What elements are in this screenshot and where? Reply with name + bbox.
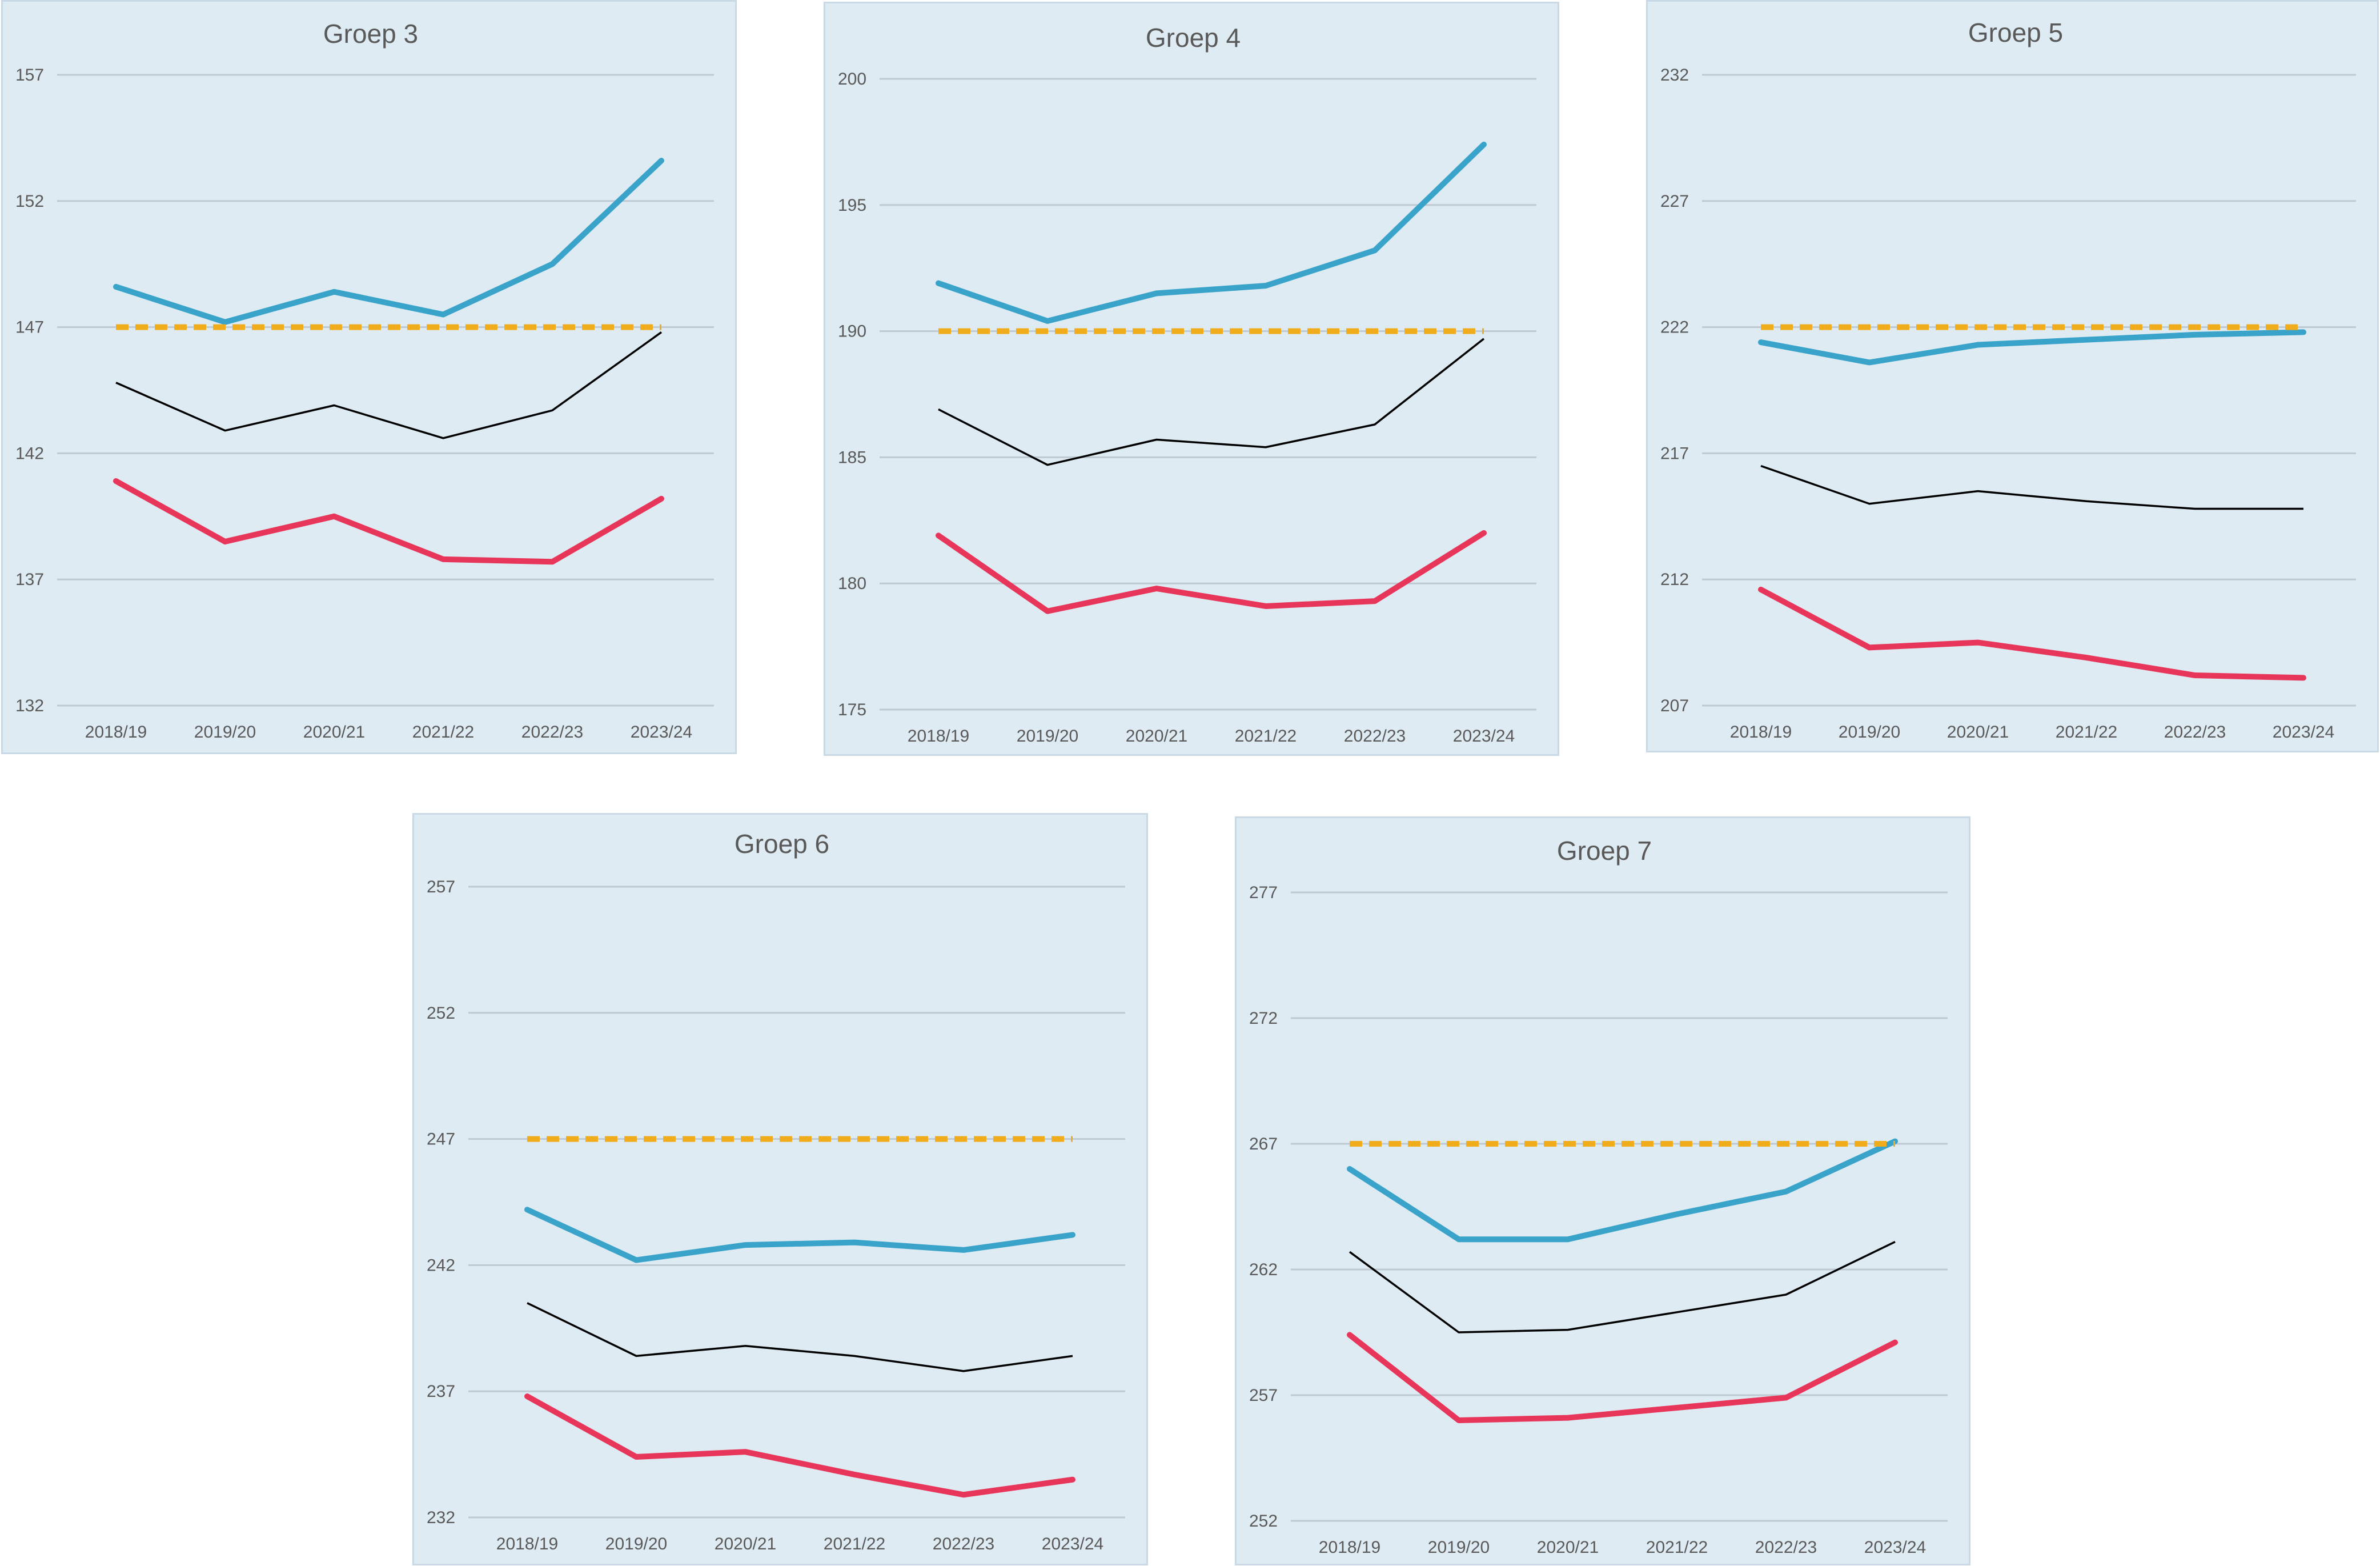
x-tick-label: 2018/19 bbox=[85, 723, 147, 742]
y-tick-label: 132 bbox=[15, 696, 44, 715]
chart-panel-groep-3: Groep 3 132 137 142 147 152 157 2018/19 2019/20 2… bbox=[1, 0, 737, 754]
y-tick-label: 242 bbox=[427, 1256, 455, 1275]
chart-groep-7: Groep 7 252 257 262 267 272 277 2018/19 2019/20 2… bbox=[1249, 836, 1948, 1557]
x-tick-label: 2021/22 bbox=[824, 1535, 885, 1553]
x-tick-label: 2022/23 bbox=[2164, 723, 2226, 742]
series-line-zwart bbox=[1760, 464, 2303, 510]
chart-panel-groep-5: Groep 5 207 212 217 222 227 232 2018/19 2019/20 2… bbox=[1646, 0, 2379, 752]
y-tick-label: 257 bbox=[427, 878, 455, 896]
series-line-rood bbox=[1347, 1332, 1898, 1423]
x-tick-label: 2023/24 bbox=[1042, 1535, 1103, 1553]
series-line-rood bbox=[524, 1393, 1075, 1498]
y-tick-label: 217 bbox=[1660, 444, 1689, 463]
y-tick-label: 137 bbox=[15, 570, 44, 589]
series-line-blauw bbox=[1347, 1138, 1898, 1243]
series-line-zwart bbox=[1348, 1241, 1896, 1333]
y-tick-label: 262 bbox=[1249, 1260, 1278, 1279]
series-line-blauw bbox=[936, 141, 1487, 324]
x-tick-label: 2020/21 bbox=[715, 1535, 776, 1553]
x-tick-label: 2020/21 bbox=[303, 723, 365, 742]
chart-panel-groep-4: Groep 4 175 180 185 190 195 200 2018/19 2019/20 2… bbox=[824, 2, 1559, 756]
chart-title: Groep 6 bbox=[735, 829, 829, 859]
x-tick-label: 2019/20 bbox=[1017, 727, 1078, 746]
x-tick-label: 2019/20 bbox=[1428, 1538, 1490, 1557]
x-tick-label: 2018/19 bbox=[908, 727, 969, 746]
y-tick-label: 185 bbox=[838, 448, 866, 467]
y-tick-label: 227 bbox=[1660, 192, 1689, 211]
x-tick-label: 2021/22 bbox=[1235, 727, 1297, 746]
series-line-blauw bbox=[113, 158, 664, 325]
x-tick-label: 2022/23 bbox=[1344, 727, 1406, 746]
chart-groep-6: Groep 6 232 237 242 247 252 257 2018/19 2019/20 2… bbox=[427, 829, 1125, 1553]
x-tick-label: 2020/21 bbox=[1537, 1538, 1599, 1557]
y-tick-label: 142 bbox=[15, 444, 44, 463]
series-line-blauw bbox=[1758, 329, 2306, 366]
chart-panel-groep-7: Groep 7 252 257 262 267 272 277 2018/19 2019/20 2… bbox=[1235, 816, 1970, 1565]
y-tick-label: 207 bbox=[1660, 696, 1689, 715]
y-tick-label: 222 bbox=[1660, 318, 1689, 337]
x-tick-label: 2018/19 bbox=[1730, 723, 1792, 742]
y-tick-label: 175 bbox=[838, 700, 866, 719]
x-tick-label: 2023/24 bbox=[2273, 723, 2334, 742]
x-tick-label: 2019/20 bbox=[1839, 723, 1900, 742]
x-tick-label: 2021/22 bbox=[412, 723, 474, 742]
x-tick-label: 2021/22 bbox=[1646, 1538, 1708, 1557]
y-tick-label: 247 bbox=[427, 1130, 455, 1149]
y-tick-label: 257 bbox=[1249, 1386, 1278, 1405]
y-tick-label: 252 bbox=[1249, 1512, 1278, 1531]
x-tick-label: 2021/22 bbox=[2056, 723, 2117, 742]
x-tick-label: 2022/23 bbox=[1755, 1538, 1817, 1557]
chart-groep-5: Groep 5 207 212 217 222 227 232 2018/19 2019/20 2… bbox=[1660, 18, 2356, 742]
chart-title: Groep 4 bbox=[1146, 23, 1241, 53]
chart-panel-groep-6: Groep 6 232 237 242 247 252 257 2018/19 2019/20 2… bbox=[412, 813, 1148, 1565]
series-line-zwart bbox=[938, 338, 1485, 466]
x-tick-label: 2023/24 bbox=[1864, 1538, 1926, 1557]
y-tick-label: 180 bbox=[838, 574, 866, 593]
series-line-zwart bbox=[527, 1302, 1073, 1372]
y-tick-label: 152 bbox=[15, 192, 44, 211]
y-tick-label: 267 bbox=[1249, 1135, 1278, 1154]
y-tick-label: 157 bbox=[15, 66, 44, 85]
x-tick-label: 2019/20 bbox=[194, 723, 256, 742]
x-tick-label: 2022/23 bbox=[933, 1535, 994, 1553]
y-tick-label: 252 bbox=[427, 1004, 455, 1023]
y-tick-label: 232 bbox=[427, 1508, 455, 1527]
series-line-blauw bbox=[524, 1207, 1075, 1263]
chart-groep-3: Groep 3 132 137 142 147 152 157 2018/19 2019/20 2… bbox=[15, 19, 714, 742]
chart-title: Groep 3 bbox=[323, 19, 418, 49]
y-tick-label: 237 bbox=[427, 1382, 455, 1401]
y-tick-label: 272 bbox=[1249, 1009, 1278, 1028]
y-tick-label: 147 bbox=[15, 318, 44, 337]
series-line-rood bbox=[936, 530, 1487, 614]
y-tick-label: 195 bbox=[838, 196, 866, 215]
chart-groep-4: Groep 4 175 180 185 190 195 200 2018/19 2019/20 2… bbox=[838, 23, 1536, 746]
chart-title: Groep 7 bbox=[1557, 836, 1652, 866]
y-tick-label: 232 bbox=[1660, 66, 1689, 85]
x-tick-label: 2019/20 bbox=[605, 1535, 667, 1553]
y-tick-label: 200 bbox=[838, 70, 866, 89]
y-tick-label: 277 bbox=[1249, 883, 1278, 902]
x-tick-label: 2022/23 bbox=[521, 723, 583, 742]
series-line-zwart bbox=[115, 331, 663, 439]
x-tick-label: 2023/24 bbox=[1453, 727, 1515, 746]
series-line-rood bbox=[113, 478, 664, 565]
x-tick-label: 2020/21 bbox=[1947, 723, 2009, 742]
x-tick-label: 2020/21 bbox=[1126, 727, 1187, 746]
y-tick-label: 212 bbox=[1660, 570, 1689, 589]
chart-title: Groep 5 bbox=[1968, 18, 2063, 47]
x-tick-label: 2018/19 bbox=[1319, 1538, 1380, 1557]
series-line-rood bbox=[1758, 586, 2306, 681]
x-tick-label: 2023/24 bbox=[631, 723, 692, 742]
x-tick-label: 2018/19 bbox=[496, 1535, 558, 1553]
y-tick-label: 190 bbox=[838, 322, 866, 341]
